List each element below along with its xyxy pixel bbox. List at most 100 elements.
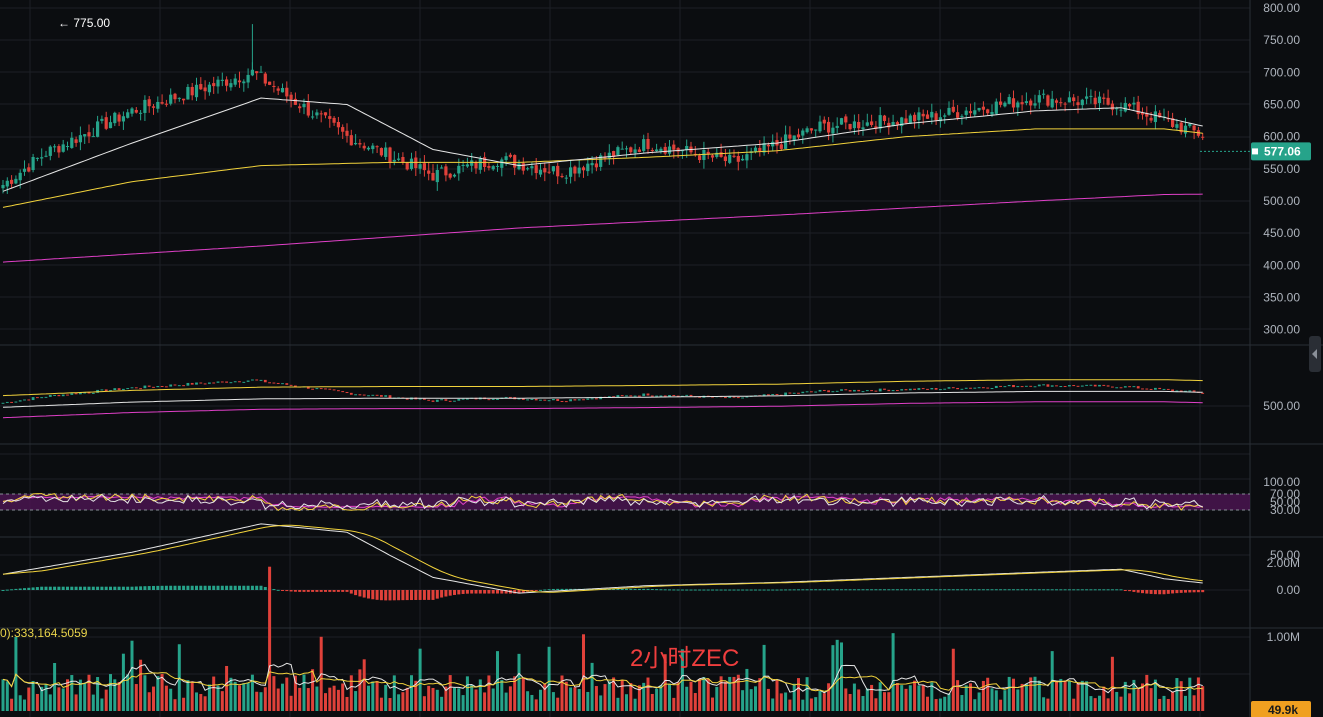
volume-bar — [1072, 698, 1076, 711]
macd-bar — [1201, 590, 1205, 593]
candle-body — [895, 122, 899, 125]
volume-bar — [1145, 674, 1149, 711]
volume-bar — [285, 677, 289, 711]
macd-tick-label: 50.00 — [1270, 548, 1300, 562]
macd-bar — [405, 590, 409, 601]
macd-bar — [160, 585, 164, 590]
boll-candle — [1136, 386, 1140, 389]
macd-bar — [220, 585, 224, 590]
macd-bar — [242, 585, 246, 590]
boll-candle — [504, 396, 508, 398]
boll-candle — [835, 390, 839, 392]
macd-panel[interactable] — [1, 523, 1205, 601]
ma-yellow-line — [2, 128, 1203, 208]
volume-bar — [1153, 679, 1157, 711]
volume-bar — [435, 689, 439, 711]
max-price-marker: ← 775.00 — [58, 16, 111, 30]
candle-body — [637, 149, 641, 152]
volume-bar — [1059, 678, 1063, 711]
macd-bar — [311, 590, 315, 592]
bollinger-panel[interactable] — [1, 379, 1205, 419]
macd-bar — [689, 589, 693, 591]
macd-bar — [719, 589, 723, 591]
volume-bar — [612, 677, 616, 711]
macd-bar — [904, 589, 908, 591]
macd-bar — [771, 589, 775, 591]
volume-bar — [607, 681, 611, 711]
macd-bar — [457, 590, 461, 595]
macd-bar — [947, 589, 951, 591]
candle-body — [981, 106, 985, 110]
volume-bar — [87, 674, 91, 711]
boll-candle — [152, 386, 155, 388]
axis-scroll-handle[interactable] — [1309, 336, 1321, 372]
candle-body — [1024, 101, 1028, 104]
candle-body — [366, 147, 371, 150]
candle-body — [375, 146, 379, 148]
volume-bar — [504, 692, 508, 711]
macd-bar — [130, 586, 134, 590]
candle-body — [1102, 97, 1106, 99]
volume-panel[interactable] — [1, 566, 1205, 711]
volume-bar — [706, 678, 710, 711]
candle-body — [809, 128, 813, 131]
boll-candle — [1012, 384, 1015, 388]
macd-bar — [891, 589, 895, 591]
candle-body — [921, 113, 925, 117]
volume-bar — [534, 699, 538, 711]
boll-candle — [818, 389, 822, 392]
volume-bar — [397, 694, 401, 711]
volume-bar — [852, 683, 856, 711]
boll-candle — [367, 395, 370, 397]
boll-candle — [177, 385, 181, 387]
macd-bar — [470, 590, 474, 594]
rsi-panel[interactable] — [0, 493, 1250, 512]
candle-body — [1140, 112, 1145, 115]
candle-body — [384, 147, 388, 157]
candle-body — [14, 178, 18, 184]
volume-bar — [792, 683, 796, 711]
candle-body — [1037, 95, 1041, 103]
price-tick-label: 350.00 — [1263, 290, 1300, 304]
price-tick-label: 300.00 — [1263, 323, 1300, 337]
volume-bar — [981, 680, 985, 711]
volume-bar — [582, 634, 585, 711]
macd-bar — [840, 589, 843, 591]
candle-body — [104, 117, 108, 129]
volume-bar — [48, 694, 52, 711]
candle-body — [1123, 102, 1127, 112]
candle-body — [336, 121, 340, 128]
volume-bar — [281, 683, 284, 711]
volume-bar — [973, 699, 977, 711]
macd-bar — [547, 589, 551, 591]
volume-bar — [771, 698, 775, 711]
boll-candle — [728, 396, 732, 398]
boll-candle — [117, 388, 121, 390]
macd-bar — [706, 589, 710, 591]
candle-body — [870, 121, 874, 125]
volume-bar — [723, 681, 727, 711]
volume-bar — [27, 687, 31, 711]
candle-body — [1192, 125, 1196, 131]
volume-bar — [1123, 681, 1127, 711]
boll-candle — [1072, 385, 1076, 387]
price-panel[interactable] — [1, 24, 1205, 263]
volume-bar — [1033, 676, 1037, 711]
boll-candle — [951, 387, 955, 389]
macd-bar — [182, 585, 186, 590]
volume-bar — [263, 687, 267, 711]
boll-candle — [724, 397, 727, 399]
candle-body — [1119, 109, 1123, 111]
candle-body — [220, 79, 224, 81]
candle-body — [143, 99, 147, 113]
candle-body — [328, 116, 332, 119]
macd-bar — [964, 589, 968, 591]
candle-body — [874, 126, 878, 129]
macd-bar — [732, 589, 736, 591]
boll-candle — [771, 394, 775, 396]
candle-body — [758, 147, 762, 152]
boll-candle — [1046, 384, 1050, 387]
boll-candle — [939, 389, 942, 391]
macd-bar — [629, 588, 633, 590]
